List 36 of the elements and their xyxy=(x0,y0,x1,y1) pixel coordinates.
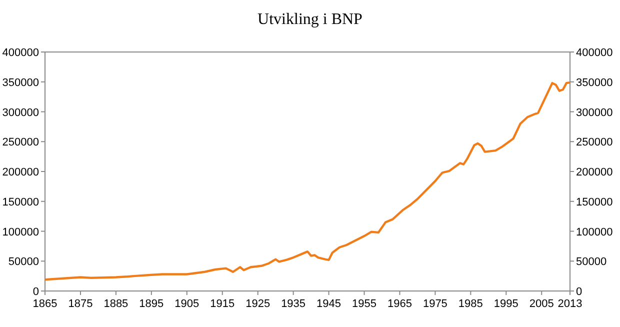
x-tick-label: 2013 xyxy=(558,298,582,310)
y-tick-label: 350000 xyxy=(2,76,39,89)
x-tick-label: 1865 xyxy=(32,298,58,310)
y-tick-label: 150000 xyxy=(2,196,39,208)
x-tick-label: 1975 xyxy=(422,298,448,310)
y2-tick-label: 300000 xyxy=(576,106,613,119)
y2-tick-label: 400000 xyxy=(576,47,613,59)
x-tick-label: 1915 xyxy=(210,298,235,310)
line-series xyxy=(44,81,572,281)
y2-tick-label: 100000 xyxy=(576,226,613,238)
x-tick-label: 1905 xyxy=(174,298,200,310)
y2-tick-label: 150000 xyxy=(576,196,613,208)
x-tick-label: 1935 xyxy=(281,298,306,310)
x-tick-label: 1875 xyxy=(68,298,93,310)
x-tick-label: 1985 xyxy=(458,298,483,310)
y-tick-label: 300000 xyxy=(2,106,39,119)
y2-tick-label: 200000 xyxy=(576,166,613,178)
x-tick-label: 1965 xyxy=(387,298,412,310)
x-tick-label: 1995 xyxy=(494,298,518,310)
x-tick-label: 2005 xyxy=(529,298,554,310)
y-tick-label: 0 xyxy=(32,286,39,298)
y-tick-label: 100000 xyxy=(2,226,39,238)
y-tick-label: 250000 xyxy=(2,136,39,149)
y2-tick-label: 0 xyxy=(576,286,582,298)
y-tick-label: 50000 xyxy=(8,256,39,268)
x-tick-label: 1945 xyxy=(316,298,342,310)
y2-tick-label: 50000 xyxy=(576,256,607,268)
y2-tick-label: 350000 xyxy=(576,76,613,89)
x-tick-label: 1955 xyxy=(352,298,376,310)
x-tick-label: 1895 xyxy=(139,298,164,310)
x-tick-label: 1925 xyxy=(246,298,270,310)
y-tick-label: 400000 xyxy=(2,47,39,59)
y-tick-label: 200000 xyxy=(2,166,39,178)
y2-tick-label: 250000 xyxy=(576,136,613,149)
x-tick-label: 1885 xyxy=(104,298,128,310)
chart-title: Utvikling i BNP xyxy=(258,11,363,28)
